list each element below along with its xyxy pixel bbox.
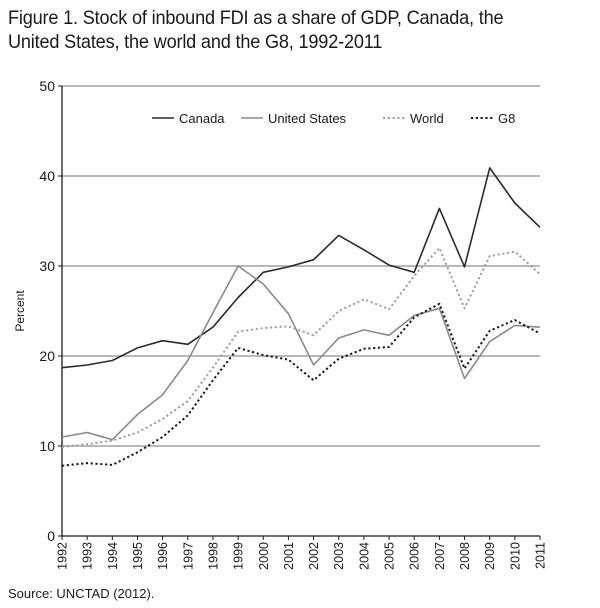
x-tick-label: 2006 xyxy=(408,542,422,570)
x-tick-labels: 1992 1993 1994 1995 1996 1997 1998 1999 2000 2001… xyxy=(56,542,548,570)
y-tick-label: 10 xyxy=(39,438,55,454)
y-tick-label: 30 xyxy=(39,258,55,274)
series-line-canada xyxy=(61,167,541,369)
figure-title: Figure 1. Stock of inbound FDI as a shar… xyxy=(8,7,504,53)
x-tick-label: 1993 xyxy=(81,542,95,570)
x-tick-label: 2007 xyxy=(433,542,447,570)
y-tick-label: 20 xyxy=(39,348,55,364)
legend-label-canada: Canada xyxy=(179,111,225,126)
x-tick-label: 1992 xyxy=(56,542,70,570)
x-tick-label: 1999 xyxy=(232,542,246,570)
legend-label-world: World xyxy=(410,111,444,126)
x-tick-label: 1998 xyxy=(206,542,220,570)
figure-source: Source: UNCTAD (2012). xyxy=(8,586,155,601)
legend-label-united-states: United States xyxy=(268,111,347,126)
x-tick-label: 2011 xyxy=(534,542,548,569)
y-axis-label: Percent xyxy=(13,290,27,332)
x-tick-label: 1996 xyxy=(156,542,170,570)
x-tick-label: 2009 xyxy=(483,542,497,570)
legend: Canada United States World G8 xyxy=(152,111,515,126)
x-tick-label: 2008 xyxy=(458,542,472,570)
y-tick-label: 50 xyxy=(39,78,55,94)
legend-label-g8: G8 xyxy=(498,111,515,126)
x-tick-label: 1995 xyxy=(131,542,145,570)
x-tick-label: 1997 xyxy=(181,542,195,570)
x-tick-label: 2001 xyxy=(282,542,296,570)
series-line-world xyxy=(61,247,541,448)
axes xyxy=(58,85,541,540)
gridlines xyxy=(62,85,540,447)
series-line-g8 xyxy=(61,302,541,467)
x-tick-label: 2005 xyxy=(383,542,397,570)
x-tick-label: 2010 xyxy=(508,542,522,570)
series-lines xyxy=(61,167,541,467)
x-tick-label: 2003 xyxy=(332,542,346,570)
x-tick-label: 2000 xyxy=(257,542,271,570)
x-tick-label: 1994 xyxy=(106,542,120,570)
series-line-united-states xyxy=(61,265,541,441)
y-tick-label: 40 xyxy=(39,168,55,184)
y-tick-label: 0 xyxy=(47,528,55,544)
y-tick-labels: 0 10 20 30 40 50 xyxy=(39,78,55,544)
x-tick-label: 2004 xyxy=(357,542,371,570)
x-tick-label: 2002 xyxy=(307,542,321,570)
